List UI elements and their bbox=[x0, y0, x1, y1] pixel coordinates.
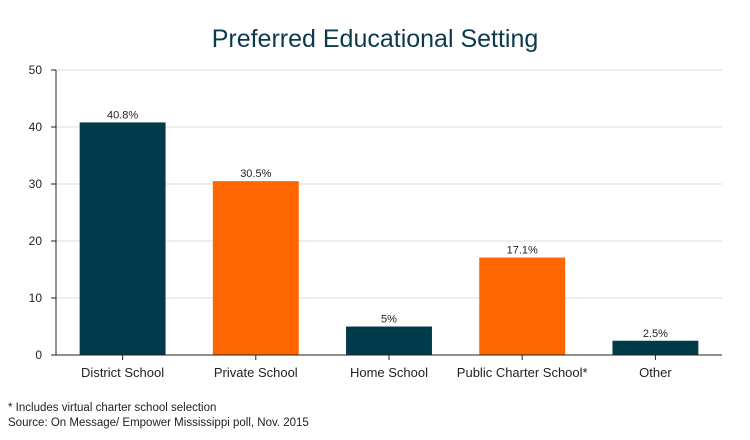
data-label: 40.8% bbox=[107, 109, 138, 121]
bar bbox=[612, 340, 699, 355]
category-label: Public Charter School* bbox=[457, 365, 588, 380]
data-label: 30.5% bbox=[240, 168, 271, 180]
category-label: Home School bbox=[350, 365, 428, 380]
data-label: 17.1% bbox=[507, 245, 538, 257]
y-axis-ticks: 0 10 20 30 40 50 bbox=[29, 63, 56, 362]
category-label: Other bbox=[639, 365, 672, 380]
data-label: 5% bbox=[381, 314, 397, 326]
bar bbox=[212, 181, 299, 355]
bars bbox=[79, 122, 699, 355]
footnote: * Includes virtual charter school select… bbox=[8, 402, 217, 414]
y-tick-label: 50 bbox=[29, 63, 43, 77]
bar bbox=[479, 257, 566, 355]
x-axis-categories: District School Private School Home School… bbox=[81, 355, 672, 380]
data-labels: 40.8% 30.5% 5% 17.1% 2.5% bbox=[107, 109, 668, 339]
y-tick-label: 0 bbox=[35, 348, 42, 362]
y-tick-label: 40 bbox=[29, 120, 43, 134]
category-label: District School bbox=[81, 365, 164, 380]
chart-title: Preferred Educational Setting bbox=[212, 25, 539, 53]
y-tick-label: 30 bbox=[29, 177, 43, 191]
data-label: 2.5% bbox=[643, 328, 668, 340]
source-note: Source: On Message/ Empower Mississippi … bbox=[8, 417, 309, 429]
y-tick-label: 20 bbox=[29, 234, 43, 248]
category-label: Private School bbox=[214, 365, 298, 380]
gridlines bbox=[56, 69, 722, 299]
bar bbox=[346, 326, 432, 355]
bar bbox=[79, 122, 166, 355]
y-tick-label: 10 bbox=[29, 291, 43, 305]
